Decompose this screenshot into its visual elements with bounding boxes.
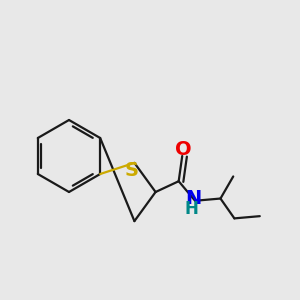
Text: S: S xyxy=(124,161,138,181)
Text: N: N xyxy=(185,190,202,208)
Text: H: H xyxy=(184,200,198,217)
Text: O: O xyxy=(176,140,192,159)
